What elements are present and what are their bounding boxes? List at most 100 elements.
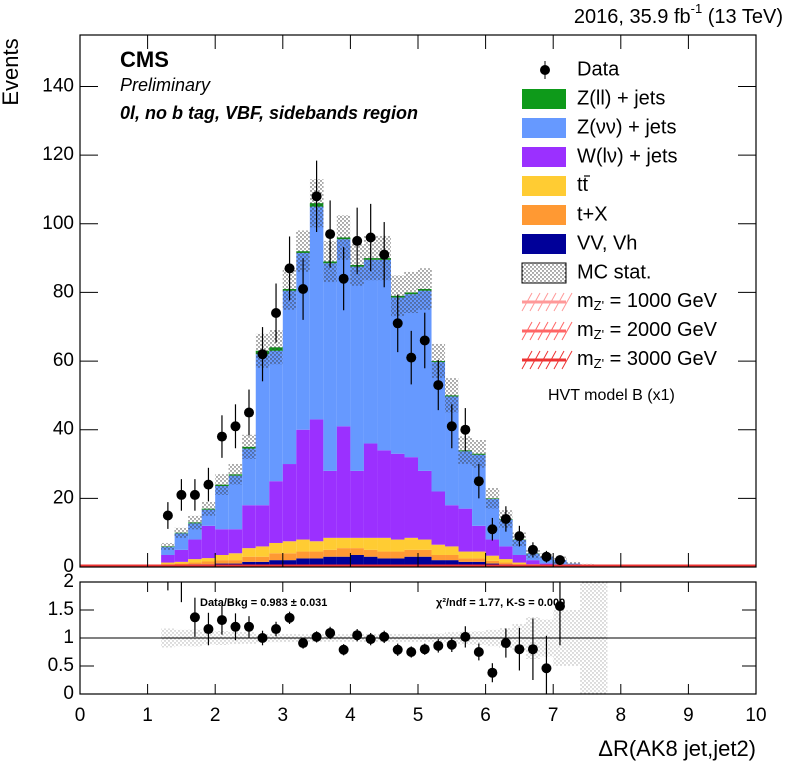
stack-segment <box>296 558 310 567</box>
mc-stat-band <box>228 464 243 485</box>
mc-stat-band <box>242 434 256 459</box>
data-point <box>284 263 295 274</box>
stack-segment <box>282 464 297 542</box>
stack-segment <box>215 485 229 530</box>
data-point <box>365 232 376 243</box>
ratio-point <box>311 631 322 642</box>
x-tick-label: 8 <box>616 705 627 726</box>
stack-segment <box>161 547 175 555</box>
stack-segment <box>323 537 337 550</box>
legend-label-sub: Z' <box>594 356 604 371</box>
ratio-y-tick-label: 0 <box>63 683 74 704</box>
stack-segment <box>390 297 405 454</box>
stack-segment <box>242 561 256 567</box>
data-point <box>406 352 417 363</box>
stack-segment <box>255 354 270 506</box>
ratio-point <box>230 621 241 632</box>
x-tick-label: 9 <box>683 705 694 726</box>
stack-segment <box>174 561 189 564</box>
stack-segment <box>336 426 351 538</box>
stack-segment <box>242 505 256 549</box>
stack-segment <box>458 508 473 552</box>
mc-stat-band <box>269 330 283 365</box>
stack-segment <box>418 290 432 471</box>
ratio-point <box>406 647 417 657</box>
stack-segment <box>161 562 175 565</box>
data-point <box>338 273 349 284</box>
stack-segment <box>418 556 432 567</box>
y-tick-label: 0 <box>63 556 74 577</box>
x-tick-label: 7 <box>548 705 559 726</box>
stack-segment <box>174 549 189 562</box>
data-point <box>271 308 282 319</box>
legend-swatch <box>522 234 566 254</box>
data-point <box>189 489 200 500</box>
stack-segment <box>390 558 405 567</box>
data-point <box>554 555 565 566</box>
stack-segment <box>188 559 202 563</box>
stack-segment <box>499 562 513 565</box>
legend-swatch <box>522 176 566 196</box>
stack-segment <box>458 561 473 567</box>
ratio-point <box>541 663 552 674</box>
stack-segment <box>377 551 391 559</box>
stack-segment <box>363 556 378 567</box>
stack-segment <box>472 551 486 559</box>
legend-hatch <box>561 292 573 312</box>
stack-segment <box>472 561 486 567</box>
ratio-point <box>284 612 295 623</box>
stack-segment <box>309 541 324 552</box>
model-label: HVT model B (x1) <box>548 387 675 404</box>
stack-segment <box>255 556 270 562</box>
data-point <box>500 513 511 524</box>
stack-segment <box>269 481 283 543</box>
legend-label: Z(νν) + jets <box>577 116 676 138</box>
ratio-point <box>433 640 444 651</box>
data-point <box>203 479 214 490</box>
data-point <box>162 510 173 521</box>
stack-segment <box>404 549 418 557</box>
stack-segment <box>269 542 283 554</box>
stack-segment <box>309 419 324 542</box>
data-point <box>392 318 403 329</box>
stack-segment <box>309 551 324 559</box>
stack-segment <box>201 525 216 559</box>
legend-label: mZ' = 3000 GeV <box>577 348 718 371</box>
legend-label-sub: Z' <box>594 327 604 342</box>
x-tick-label: 4 <box>345 705 356 726</box>
ratio-point <box>271 624 282 635</box>
stack-segment <box>282 560 297 567</box>
data-point <box>460 424 471 435</box>
stack-segment <box>336 239 351 427</box>
ratio-point <box>244 621 254 632</box>
data-point <box>298 283 309 294</box>
stack-segment <box>377 259 391 451</box>
stack-segment <box>418 470 432 540</box>
data-point <box>244 407 254 418</box>
ratio-point <box>487 667 498 678</box>
ratio-point <box>554 601 565 612</box>
stack-segment <box>336 548 351 557</box>
mc-stat-band <box>201 501 216 516</box>
stack-segment <box>499 546 513 560</box>
ratio-point <box>473 647 484 657</box>
data-point <box>216 431 227 442</box>
data-point <box>379 249 390 260</box>
legend-label: t+X <box>577 203 608 225</box>
legend-label-part: m <box>577 319 594 341</box>
stack-segment <box>296 429 310 540</box>
stack-segment <box>418 539 432 550</box>
ratio-point <box>365 634 376 645</box>
stack-segment <box>255 505 270 547</box>
stack-segment <box>445 505 459 547</box>
stack-segment <box>431 544 446 555</box>
energy: (13 TeV) <box>708 6 783 28</box>
stack-segment <box>404 537 418 550</box>
stack-segment <box>377 558 391 567</box>
ratio-point <box>338 644 349 655</box>
stack-segment <box>188 539 202 560</box>
stack-segment <box>390 453 405 540</box>
stack-segment <box>485 560 500 564</box>
